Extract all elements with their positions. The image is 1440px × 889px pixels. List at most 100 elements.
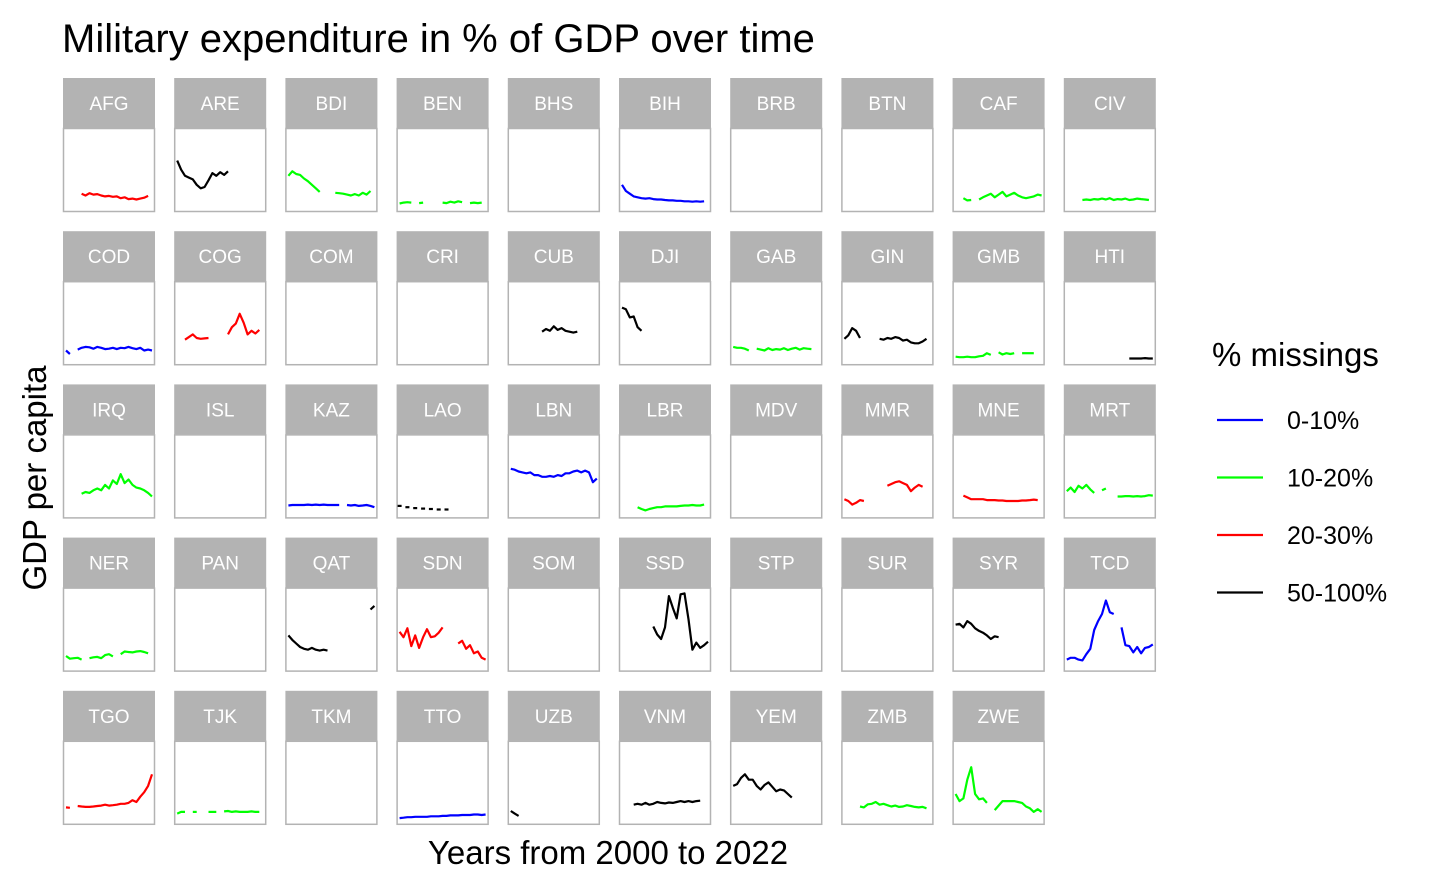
facet-strip-label: BRB [757, 94, 796, 115]
facet-strip [63, 537, 155, 588]
series-line [955, 620, 999, 641]
facet-strip [952, 384, 1045, 435]
facet-strip [396, 537, 489, 588]
series-line [652, 592, 709, 651]
facet-panel-border [396, 434, 489, 519]
facet-panel-border [396, 280, 489, 366]
facet-strip [619, 78, 711, 128]
facet-strip-label: CRI [426, 247, 459, 268]
facet-strip [63, 384, 155, 435]
facet-uzb: UZB [507, 690, 601, 826]
facet-zmb: ZMB [841, 690, 934, 826]
facet-strip [396, 78, 489, 128]
facet-yem: YEM [729, 690, 823, 826]
series-line [756, 346, 812, 352]
facet-cub: CUB [507, 231, 601, 366]
facet-strip [396, 231, 489, 282]
facet-civ: CIV [1063, 78, 1157, 213]
facet-strip-label: ISL [206, 400, 235, 421]
facet-panel-border [952, 280, 1045, 366]
facet-panel-border [507, 127, 601, 213]
facet-panel-border [841, 434, 934, 519]
series-line [978, 190, 1042, 201]
facet-panel-border [841, 127, 934, 213]
facet-strip-label: LBN [535, 400, 572, 421]
facet-panel-border [841, 280, 934, 366]
series-line [442, 200, 463, 205]
legend-label: 20-30% [1287, 522, 1373, 550]
facet-panel-border [1063, 280, 1157, 366]
facet-strip [507, 78, 600, 128]
facet-strip-label: SSD [645, 554, 684, 575]
facet-strip [507, 231, 600, 282]
facet-strip [285, 690, 378, 741]
facet-panel-border [729, 127, 823, 213]
facet-strip [619, 690, 711, 741]
facet-strip-label: UZB [535, 707, 573, 728]
facet-strip-label: TTO [424, 707, 462, 728]
facet-panel-border [1063, 587, 1157, 672]
series-line [418, 201, 424, 205]
series-line [81, 192, 149, 201]
series-line [993, 800, 1043, 813]
facet-strip [285, 537, 378, 588]
facet-panel-border [618, 434, 712, 519]
facet-strip [285, 384, 378, 435]
series-line [843, 498, 865, 506]
facet-strip-label: TJK [203, 707, 237, 728]
facet-strip-label: LAO [424, 400, 462, 421]
series-line [732, 773, 793, 799]
facet-strip-label: VNM [644, 707, 686, 728]
facet-strip-label: QAT [313, 554, 351, 575]
series-line [954, 766, 988, 804]
facet-strip-label: HTI [1094, 247, 1125, 268]
facet-strip-label: PAN [201, 554, 239, 575]
facet-panel-border [62, 127, 156, 213]
series-line [77, 773, 154, 808]
facet-strip [507, 690, 600, 741]
series-line [998, 351, 1015, 356]
facet-mne: MNE [952, 384, 1045, 519]
facet-panel-border [173, 127, 267, 213]
facet-strip [174, 537, 267, 588]
facet-strip-label: DJI [651, 247, 680, 268]
facet-strip-label: TKM [311, 707, 351, 728]
facet-zwe: ZWE [952, 690, 1045, 826]
legend-item: 0-10% [1217, 407, 1359, 435]
facet-strip-label: MDV [755, 400, 798, 421]
facet-gin: GIN [841, 231, 934, 366]
series-line [633, 799, 701, 806]
facet-irq: IRQ [62, 384, 156, 519]
facet-strip [285, 231, 378, 282]
series-line [1082, 197, 1150, 202]
facet-strip [174, 690, 267, 741]
facet-afg: AFG [62, 78, 156, 213]
facet-strip-label: MMR [865, 400, 910, 421]
series-line [335, 190, 372, 197]
legend-items: 0-10% 10-20% 20-30% 50-100% [1217, 407, 1387, 608]
facet-dji: DJI [618, 231, 712, 366]
facet-panel-border [285, 587, 378, 672]
facet-bdi: BDI [285, 78, 378, 213]
facet-lbn: LBN [507, 384, 601, 519]
facet-ner: NER [62, 537, 156, 672]
facet-panel-border [729, 587, 823, 672]
facet-vnm: VNM [618, 690, 712, 826]
facet-panel-border [396, 587, 489, 672]
series-line [399, 201, 412, 205]
series-line [399, 813, 486, 820]
facet-strip [952, 78, 1045, 128]
facet-strip [841, 690, 934, 741]
facet-tgo: TGO [62, 690, 156, 826]
facet-strip-label: AFG [89, 94, 128, 115]
facet-strip-label: BIH [649, 94, 681, 115]
series-line [227, 312, 261, 336]
facet-panel-border [841, 587, 934, 672]
facet-strip [730, 690, 823, 741]
facet-sdn: SDN [396, 537, 489, 672]
facet-bhs: BHS [507, 78, 601, 213]
legend-label: 50-100% [1287, 580, 1387, 608]
facet-panel-border [507, 587, 601, 672]
series-line [510, 467, 598, 484]
facet-caf: CAF [952, 78, 1045, 213]
